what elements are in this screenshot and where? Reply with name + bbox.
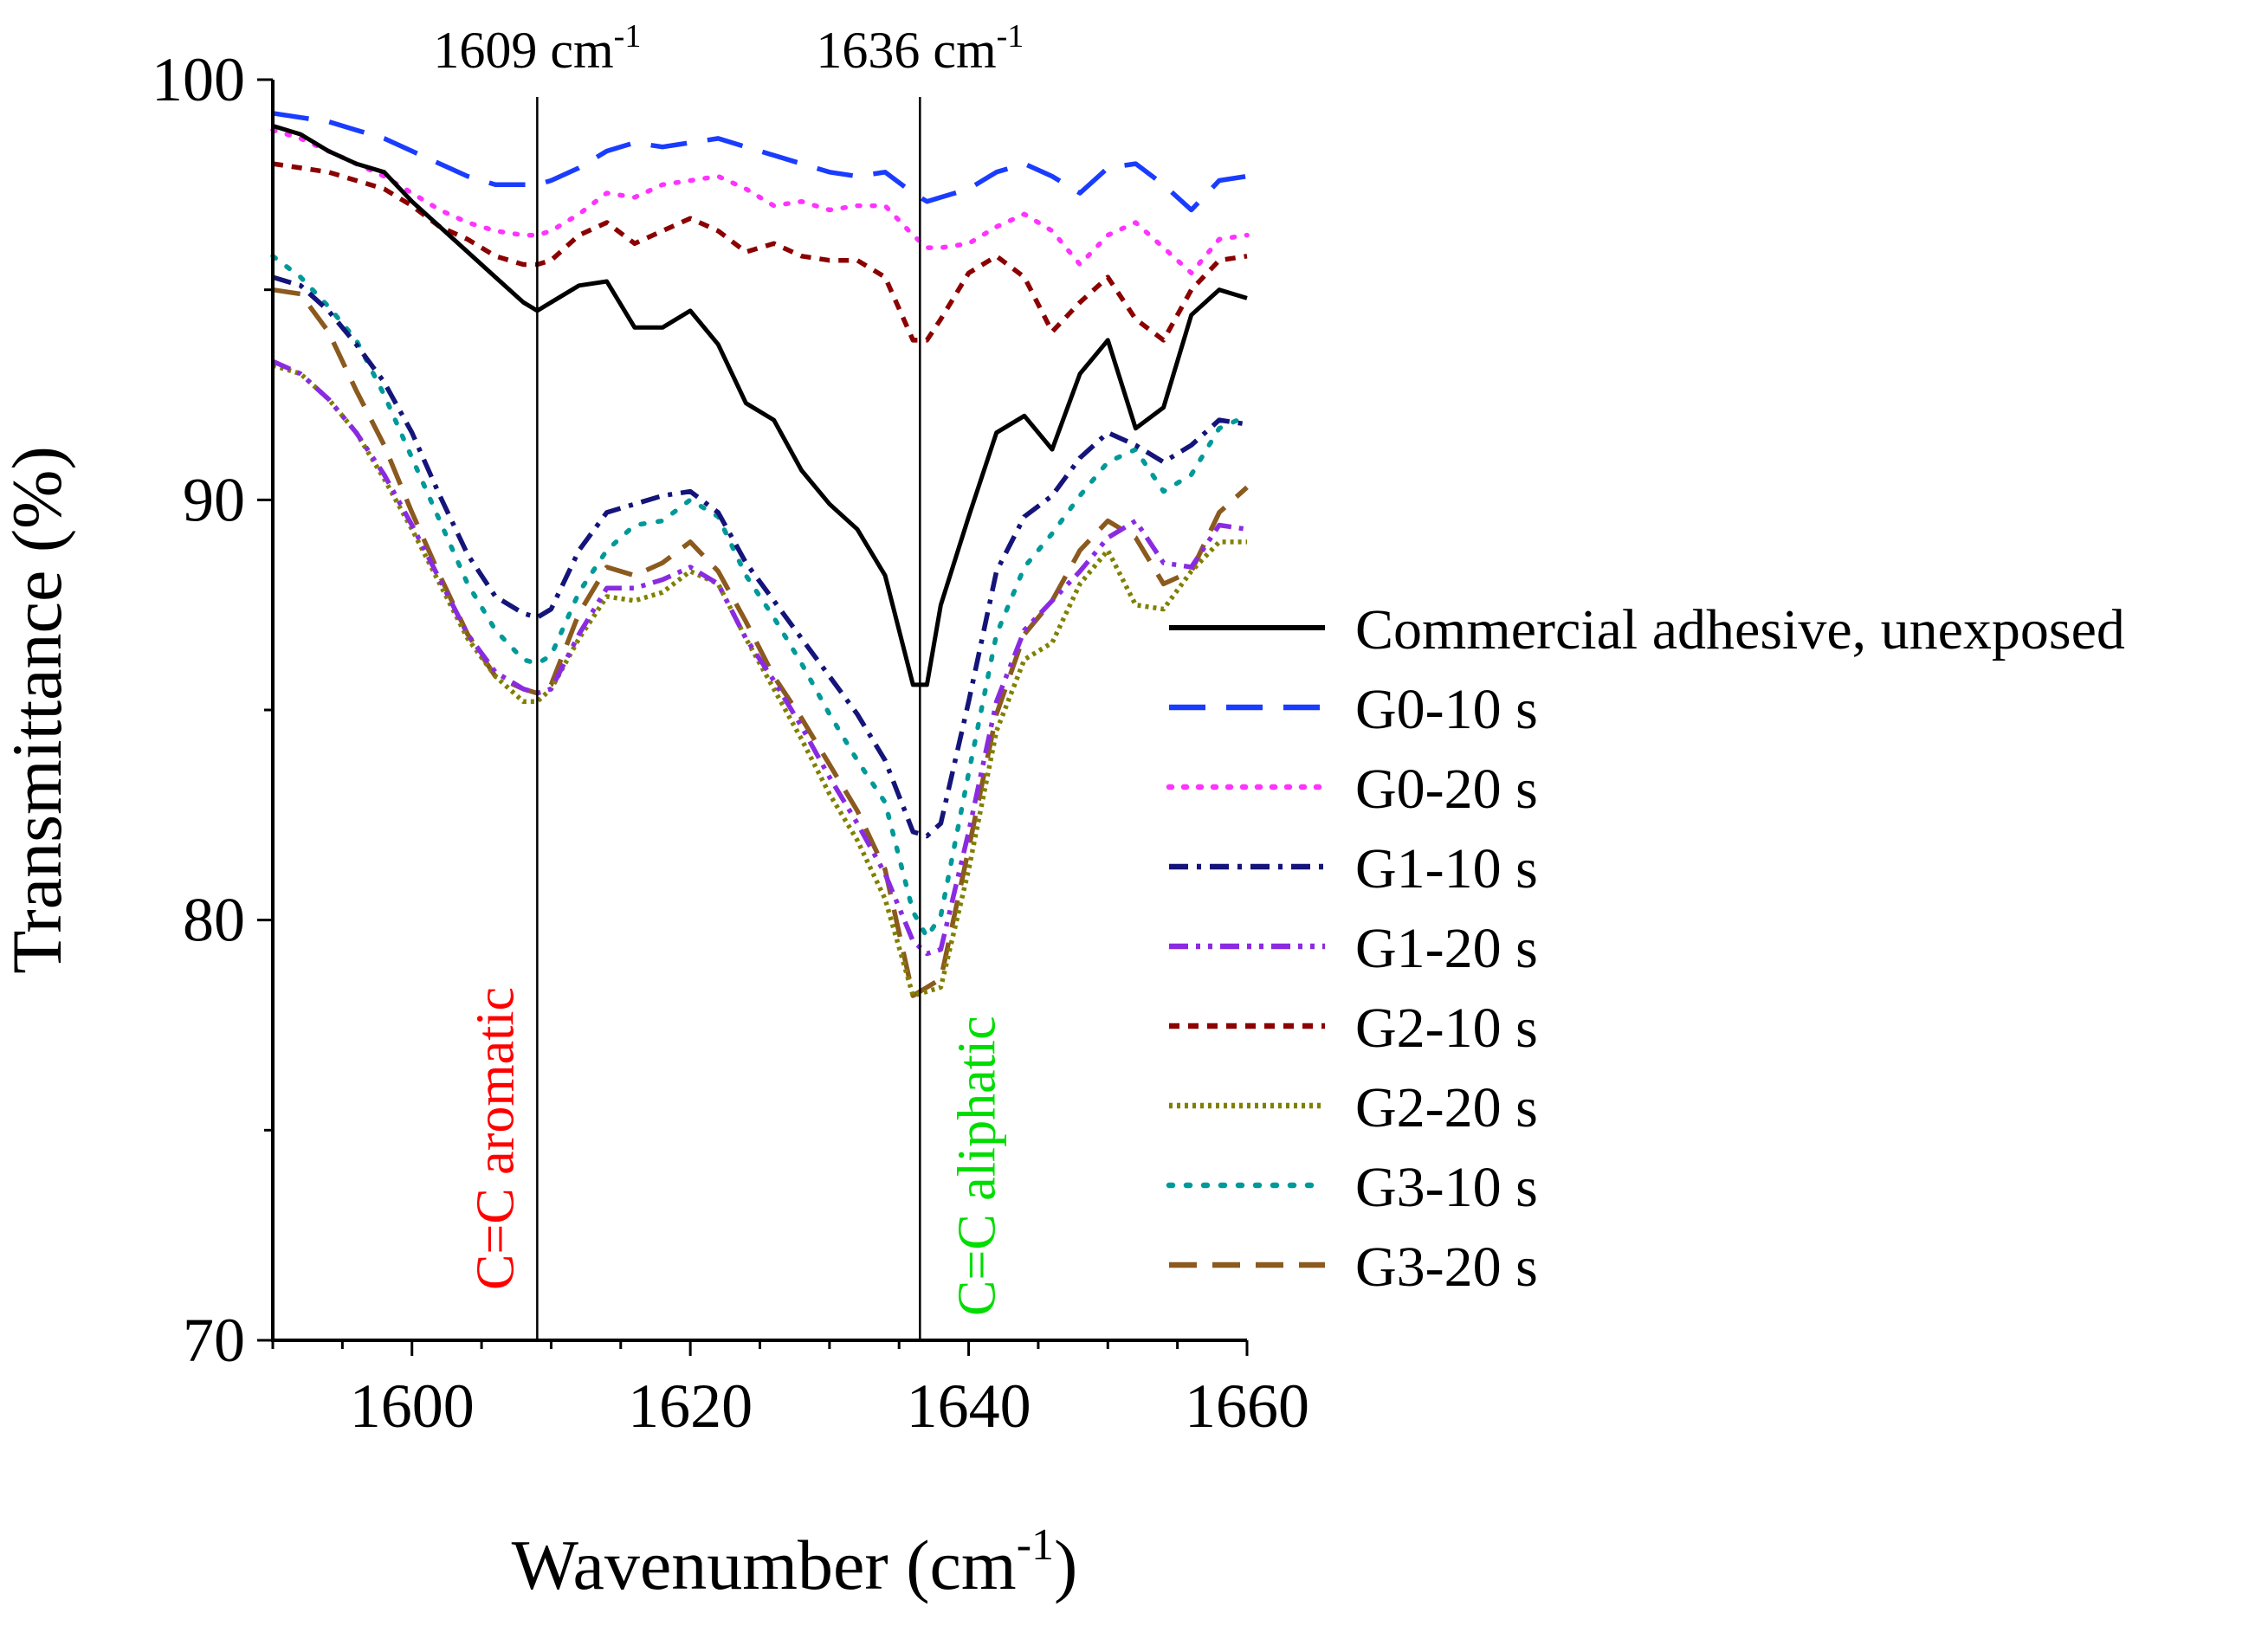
annotation-1: C=C aliphatic (947, 1016, 1006, 1316)
reference-lines: 1609 cm-1 C=C aromatic 1636 cm-1 C=C alipha… (433, 18, 1024, 1340)
legend[interactable]: Commercial adhesive, unexposed G0-10 s G0-… (1166, 598, 2125, 1299)
reference-label-1: 1636 cm-1 (816, 18, 1024, 79)
series-line-5 (272, 161, 1248, 343)
series-line-0 (272, 124, 1248, 687)
x-axis-title: Wavenumber (cm-1) (512, 1520, 1078, 1604)
tick-labels: 1600 1620 1640 1660 70 80 90 100 Wavenumber (cm-… (0, 45, 1309, 1604)
legend-item-5[interactable]: G2-10 s (1169, 997, 1538, 1060)
legend-label: G1-10 s (1355, 837, 1538, 900)
y-tick-label: 100 (152, 45, 245, 114)
legend-item-6[interactable]: G2-20 s (1169, 1076, 1538, 1139)
y-axis-title: Transmittance (%) (0, 446, 76, 974)
legend-label: G0-20 s (1355, 758, 1538, 821)
legend-label: Commercial adhesive, unexposed (1355, 598, 2125, 661)
legend-item-7[interactable]: G3-10 s (1166, 1156, 1538, 1219)
series-line-6 (272, 363, 1247, 998)
annotation-0: C=C aromatic (466, 987, 525, 1290)
series-line-8 (272, 287, 1249, 998)
legend-item-3[interactable]: G1-10 s (1169, 837, 1538, 900)
legend-label: G3-10 s (1355, 1156, 1538, 1219)
legend-label: G0-10 s (1355, 678, 1538, 741)
series-line-4 (271, 358, 1248, 957)
y-tick-label: 70 (183, 1306, 245, 1375)
legend-label: G2-20 s (1355, 1076, 1538, 1139)
y-tick-label: 90 (183, 465, 245, 534)
reference-label-0: 1609 cm-1 (433, 18, 641, 79)
series-layer (270, 111, 1250, 998)
x-tick-label: 1640 (907, 1371, 1031, 1441)
series-line-3 (272, 274, 1248, 839)
legend-item-4[interactable]: G1-20 s (1169, 917, 1538, 980)
legend-label: G1-20 s (1355, 917, 1538, 980)
axes (257, 78, 1249, 1356)
legend-item-8[interactable]: G3-20 s (1169, 1236, 1538, 1299)
legend-item-0[interactable]: Commercial adhesive, unexposed (1169, 598, 2125, 661)
y-tick-label: 80 (183, 886, 245, 955)
x-tick-label: 1620 (628, 1371, 753, 1441)
legend-item-1[interactable]: G0-10 s (1169, 678, 1538, 741)
legend-item-2[interactable]: G0-20 s (1166, 758, 1538, 821)
legend-label: G3-20 s (1355, 1236, 1538, 1299)
series-line-1 (272, 111, 1248, 213)
x-tick-label: 1600 (350, 1371, 475, 1441)
legend-label: G2-10 s (1355, 997, 1538, 1060)
series-line-7 (270, 254, 1250, 939)
series-line-2 (270, 127, 1250, 276)
x-tick-label: 1660 (1185, 1371, 1309, 1441)
